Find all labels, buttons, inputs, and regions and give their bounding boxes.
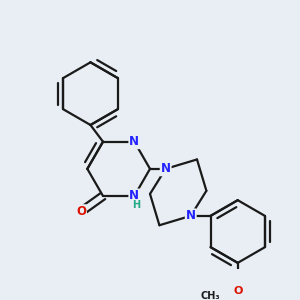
Text: N: N: [129, 135, 139, 148]
Text: N: N: [129, 190, 139, 202]
Text: N: N: [186, 209, 196, 222]
Text: O: O: [76, 205, 86, 218]
Text: H: H: [132, 200, 140, 210]
Text: O: O: [233, 286, 242, 296]
Text: CH₃: CH₃: [200, 291, 220, 300]
Text: N: N: [161, 162, 171, 176]
